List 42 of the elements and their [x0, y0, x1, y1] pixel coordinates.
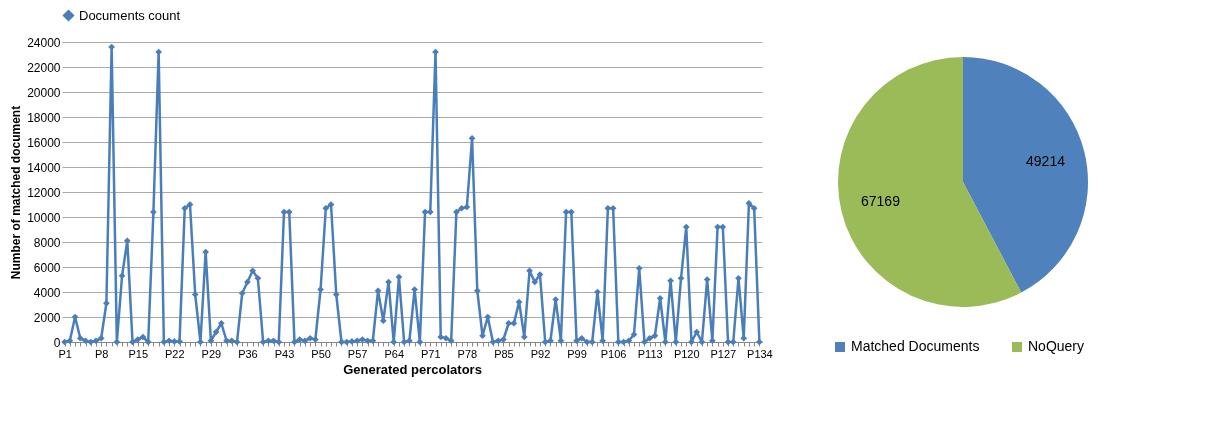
x-tick-label: P43: [274, 347, 295, 360]
x-tick-label: P120: [673, 347, 700, 360]
x-tick-label: P64: [384, 347, 405, 360]
x-tick-label: P134: [747, 347, 773, 360]
x-tick-label: P8: [94, 347, 109, 360]
x-tick-label: P22: [165, 347, 185, 360]
x-tick-label: P78: [457, 347, 478, 360]
x-tick-label: P15: [128, 347, 149, 360]
pie-slice: [963, 57, 1088, 293]
x-axis-title: Generated percolators: [343, 361, 482, 377]
y-tick-label: 24000: [27, 35, 61, 50]
x-tick-label: P85: [494, 347, 514, 360]
x-tick-label: P50: [311, 347, 331, 360]
y-tick-label: 6000: [33, 260, 61, 275]
y-axis-title: Number of matched document: [9, 105, 24, 280]
y-tick-label: 18000: [27, 110, 61, 125]
y-tick-label: 20000: [27, 85, 61, 100]
x-tick-label: P36: [238, 347, 258, 360]
y-tick-label: 8000: [33, 235, 61, 250]
y-tick-label: 14000: [27, 160, 61, 175]
x-tick-label: P92: [530, 347, 551, 360]
y-tick-label: 12000: [27, 185, 61, 200]
legend-label: NoQuery: [1028, 338, 1085, 354]
y-tick-label: 10000: [27, 210, 61, 225]
legend-label: Matched Documents: [851, 338, 980, 354]
y-tick-label: 22000: [27, 60, 61, 75]
x-tick-label: P99: [567, 347, 587, 360]
x-tick-label: P71: [420, 347, 441, 360]
y-tick-label: 0: [53, 335, 61, 350]
y-tick-label: 4000: [33, 285, 61, 300]
data-label: 67169: [861, 193, 901, 210]
x-tick-label: P57: [347, 347, 368, 360]
x-tick-label: P127: [710, 347, 737, 360]
x-tick-label: P1: [58, 347, 72, 360]
x-tick-label: P29: [201, 347, 222, 360]
y-tick-label: 16000: [27, 135, 61, 150]
legend-label: Documents count: [79, 7, 181, 23]
pie-slice: [838, 57, 1022, 307]
x-tick-label: P113: [637, 347, 663, 360]
data-label: 49214: [1026, 152, 1066, 169]
x-tick-label: P106: [600, 347, 627, 360]
y-tick-label: 2000: [33, 310, 61, 325]
